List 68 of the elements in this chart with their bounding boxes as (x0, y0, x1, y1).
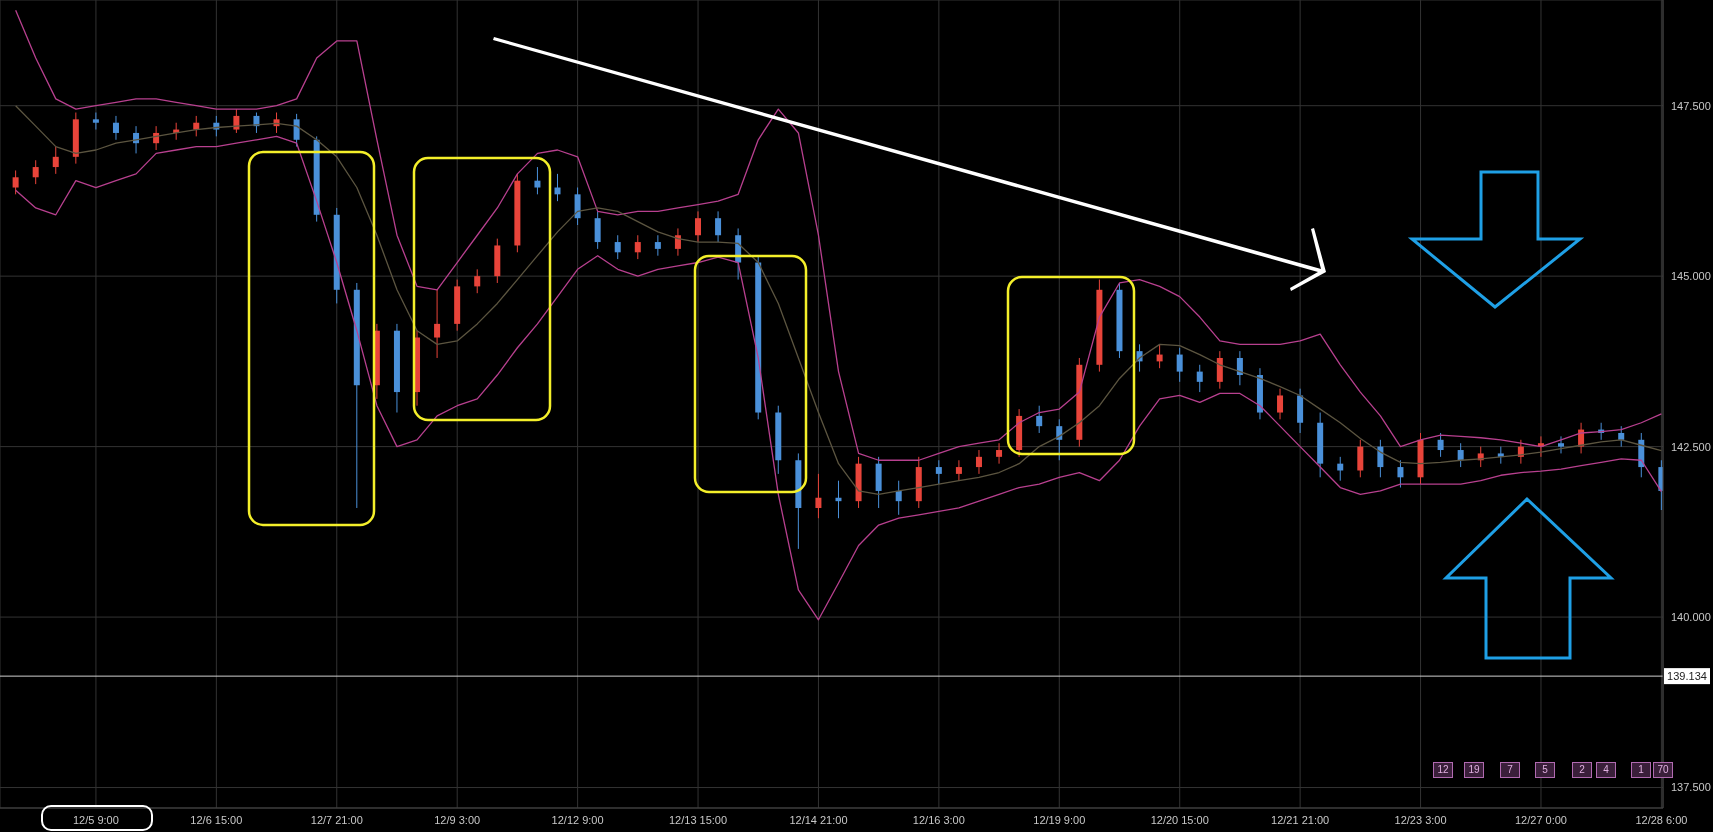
x-tick-label: 12/14 21:00 (789, 813, 848, 826)
candlestick (634, 234, 641, 260)
candlestick (112, 115, 119, 141)
annotation: 12 (1433, 762, 1453, 778)
candlestick (975, 449, 982, 475)
candlestick (1056, 418, 1063, 461)
x-tick-label: 12/23 3:00 (1394, 813, 1447, 826)
candlestick (1397, 459, 1404, 489)
y-tick-label: 140.000 (1671, 610, 1711, 623)
candlestick (474, 268, 481, 294)
candlestick (233, 108, 240, 134)
line-series (15, 135, 1663, 621)
candlestick (1558, 435, 1565, 454)
x-tick-label: 12/21 21:00 (1271, 813, 1330, 826)
candlestick (574, 187, 581, 226)
candlestick (92, 112, 99, 131)
candlestick (695, 210, 701, 243)
x-tick-label: 12/28 6:00 (1635, 813, 1688, 826)
candlestick (1437, 432, 1444, 458)
candlestick (835, 480, 842, 519)
x-tick-label: 12/16 3:00 (912, 813, 965, 826)
candlestick (1236, 350, 1243, 386)
y-tick-label: 142.500 (1671, 440, 1711, 453)
candlestick (996, 442, 1003, 465)
candlestick (654, 234, 661, 257)
line-series (15, 9, 1663, 461)
candlestick (614, 234, 621, 260)
y-tick-label: 145.000 (1671, 270, 1711, 283)
x-tick-label: 12/5 9:00 (73, 813, 119, 826)
candlestick (1216, 350, 1223, 390)
x-tick-label: 12/12 9:00 (551, 813, 604, 826)
x-tick-label: 12/19 9:00 (1033, 813, 1086, 826)
annotation: 1 (1631, 762, 1651, 778)
x-tick-label: 12/9 3:00 (434, 813, 481, 826)
candlestick (12, 169, 19, 195)
candlestick (895, 480, 902, 516)
candlestick (52, 146, 59, 175)
candlestick (534, 166, 541, 195)
ref-line-label: 139.134 (1667, 670, 1707, 683)
annotation: 5 (1535, 762, 1555, 778)
annotation: 2 (1572, 762, 1592, 778)
candlestick (1618, 425, 1625, 448)
x-tick-label: 12/7 21:00 (310, 813, 363, 826)
candlestick (1176, 347, 1183, 383)
candlestick (1357, 439, 1364, 478)
y-tick-label: 147.500 (1671, 99, 1711, 112)
candlestick (293, 113, 300, 148)
annotation: 7 (1500, 762, 1520, 778)
candlestick (32, 159, 39, 185)
candlestick (434, 289, 441, 359)
y-tick-label: 137.500 (1671, 781, 1711, 794)
x-tick-label: 12/13 15:00 (668, 813, 728, 826)
candlestick (935, 459, 942, 485)
annotation: 4 (1596, 762, 1616, 778)
candlestick (715, 210, 722, 243)
x-tick-label: 12/20 15:00 (1150, 813, 1209, 826)
candlestick (1036, 405, 1043, 434)
candlestick (594, 210, 601, 250)
candlestick (1457, 442, 1464, 468)
candlestick (815, 473, 822, 519)
candlestick (1196, 364, 1203, 393)
candlestick (1277, 388, 1284, 420)
annotation: 70 (1653, 762, 1673, 778)
annotation: 19 (1464, 762, 1484, 778)
candlestick (955, 459, 962, 482)
x-tick-label: 12/27 0:00 (1514, 813, 1567, 826)
x-tick-label: 12/6 15:00 (190, 813, 243, 826)
candlestick (674, 227, 681, 257)
